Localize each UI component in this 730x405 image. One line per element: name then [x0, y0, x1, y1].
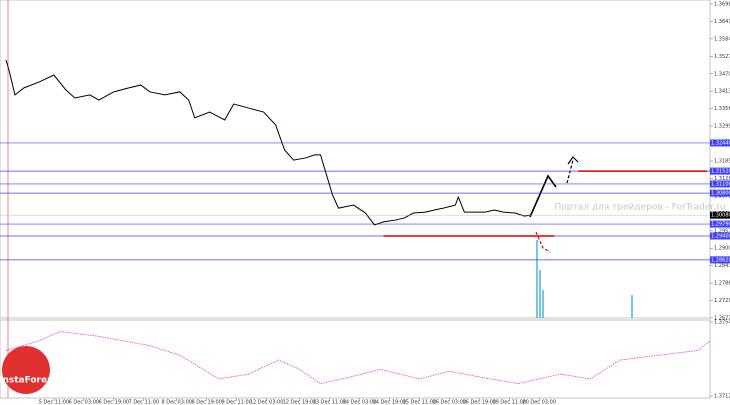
price-pane: [0, 0, 711, 319]
forecast-arrow: [529, 174, 557, 218]
level-label-box: [710, 189, 730, 197]
indicator-pane: [0, 319, 711, 399]
x-tick-label: 9 Dec 11:00: [221, 400, 251, 405]
y-tick-label: 1.32990: [714, 124, 730, 130]
level-label: 1.29790: [711, 222, 730, 228]
x-tick-label: 6 Dec 19:00: [99, 400, 129, 405]
y-tick-label: 1.35270: [714, 54, 730, 60]
level-label-box: [710, 232, 730, 240]
y-tick-label: 1.26720: [714, 316, 730, 322]
level-label: 1.30800: [711, 191, 730, 197]
y-tick-label: 1.31850: [714, 159, 730, 165]
x-tick-label: 19 Dec 11:00: [492, 400, 526, 405]
current-price-box: [710, 211, 730, 219]
y-tick-label: 1.33560: [714, 106, 730, 112]
y-tick-label: 1.27290: [714, 298, 730, 304]
level-label: 1.31520: [711, 169, 730, 175]
x-tick-label: 15 Dec 11:00: [403, 400, 437, 405]
y-tick-label: 1.36980: [714, 2, 730, 8]
y-tick-label: 1.28430: [714, 263, 730, 269]
level-label-box: [710, 220, 730, 228]
level-label-box: [710, 139, 730, 147]
price-line: [5, 59, 531, 226]
y-tick-label: 1.34700: [714, 71, 730, 77]
level-label-box: [710, 180, 730, 188]
arrow-head: [567, 156, 579, 165]
y-tick-label: 1.27860: [714, 281, 730, 287]
y-tick-label: 1.36410: [714, 19, 730, 25]
x-tick-label: 5 Dec 11:00: [39, 400, 69, 405]
x-tick-label: 14 Dec 19:00: [373, 400, 407, 405]
indicator-line: [5, 331, 711, 385]
y-tick-label: 1.35840: [714, 36, 730, 42]
level-label-box: [710, 167, 730, 175]
x-tick-label: 16 Dec 03:00: [433, 400, 467, 405]
level-label-box: [710, 256, 730, 264]
indicator-tick-label: 1.37547: [714, 320, 730, 326]
x-tick-label: 16 Dec 19:00: [463, 400, 497, 405]
forecast-arrow-dashed: [566, 159, 574, 184]
level-label: 1.31100: [711, 181, 730, 187]
volume-spikes: [536, 240, 633, 318]
y-tick-label: 1.29570: [714, 228, 730, 234]
logo-circle: [2, 346, 50, 394]
red-forecast-arrow: [535, 231, 551, 253]
level-label: 1.29400: [711, 233, 730, 239]
watermark: Портал для трейдеров - ForTrader.ru: [554, 203, 725, 213]
x-tick-label: 6 Dec 03:00: [69, 400, 99, 405]
x-tick-label: 12 Dec 03:00: [250, 400, 284, 405]
y-tick-label: 1.31280: [714, 176, 730, 182]
x-tick-label: 14 Dec 03:00: [343, 400, 377, 405]
current-price-label: 1.30080: [711, 213, 730, 219]
x-tick-label: 7 Dec 11:00: [129, 400, 159, 405]
logo-text: InstaForex: [0, 376, 53, 386]
x-tick-label: 13 Dec 11:00: [313, 400, 347, 405]
y-tick-label: 1.34130: [714, 89, 730, 95]
y-tick-label: 1.29000: [714, 246, 730, 252]
indicator-tick-label: 1.37128: [714, 394, 730, 400]
level-label: 1.28620: [711, 257, 730, 263]
x-tick-label: 8 Dec 19:00: [191, 400, 221, 405]
x-tick-label: 8 Dec 03:00: [162, 400, 192, 405]
x-tick-label: 12 Dec 19:00: [283, 400, 317, 405]
x-tick-label: 20 Dec 03:00: [522, 400, 556, 405]
level-label: 1.32440: [711, 140, 730, 146]
